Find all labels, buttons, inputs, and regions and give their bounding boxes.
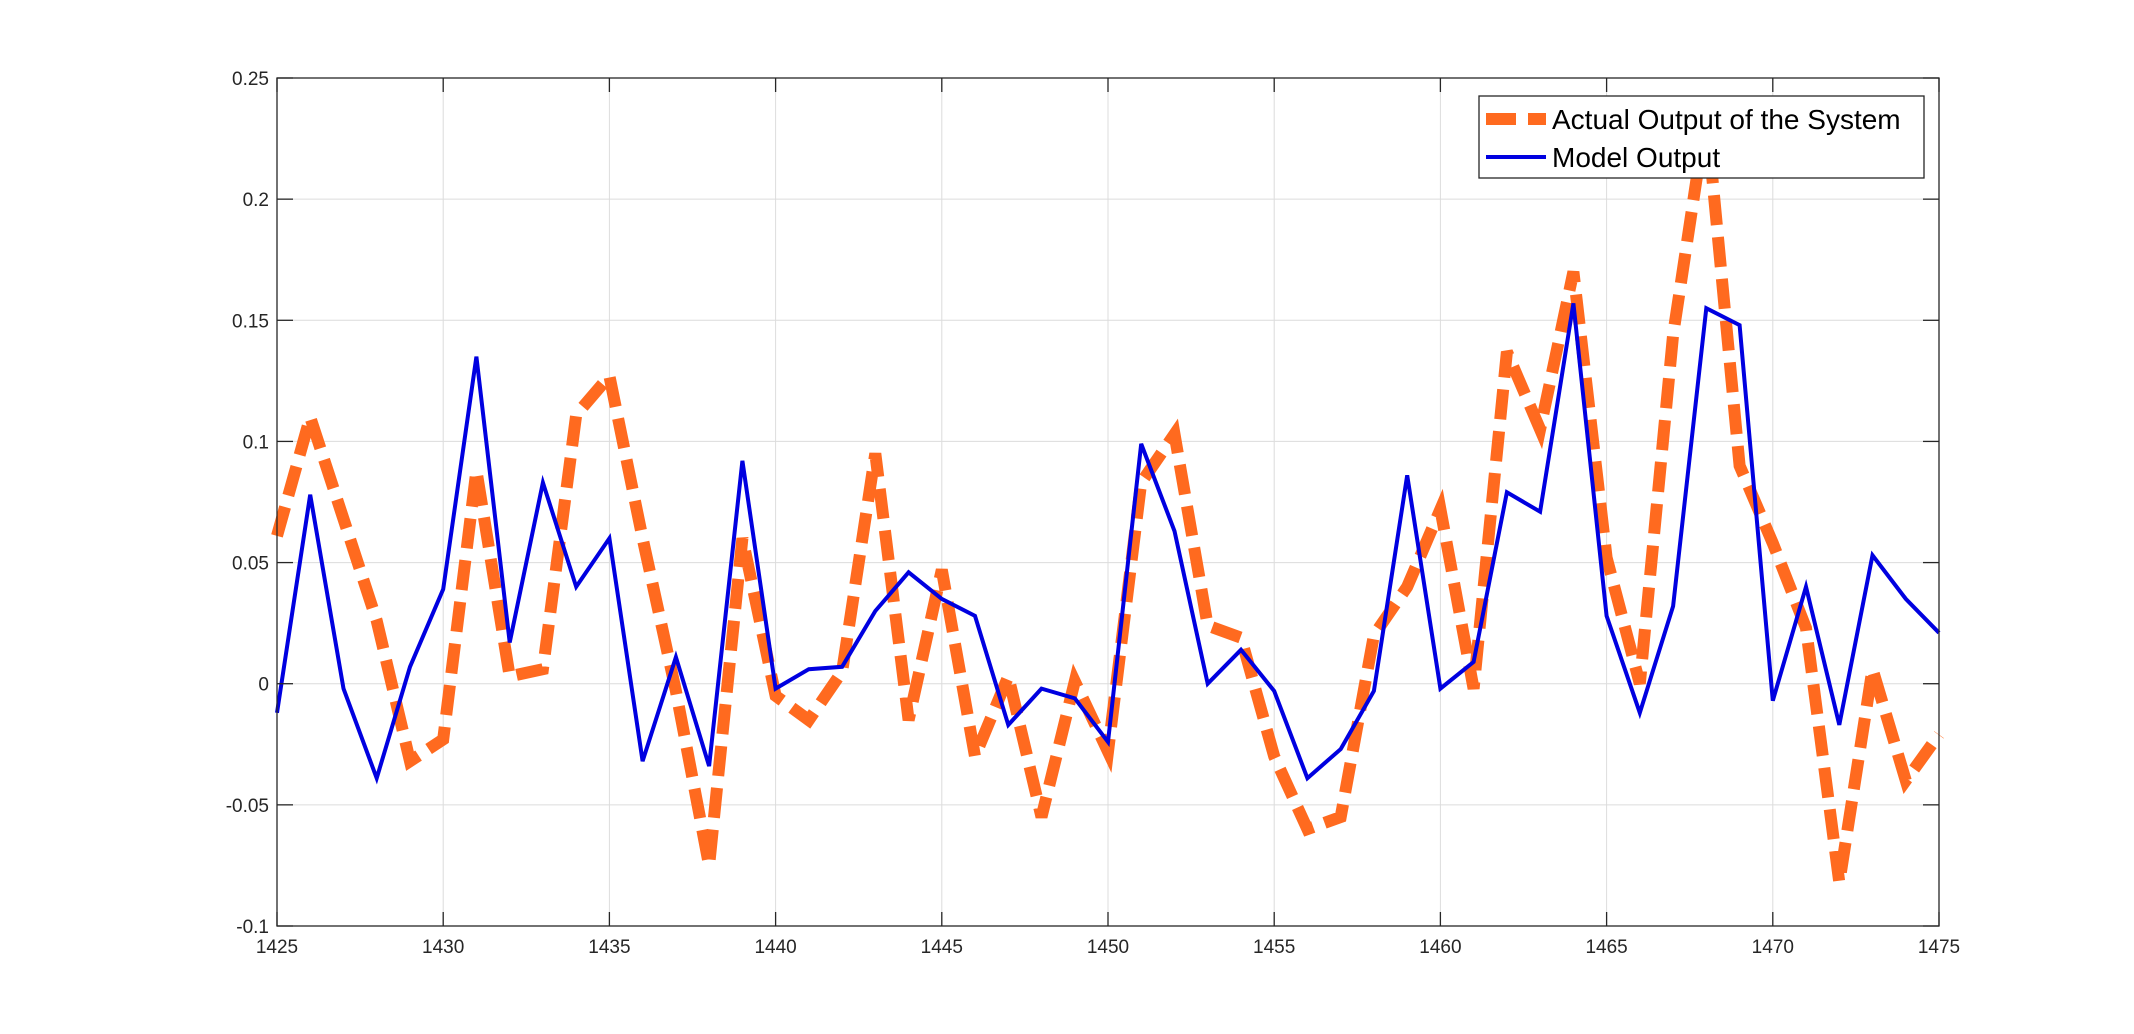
x-tick-label: 1435 [588, 937, 630, 958]
legend-label-model-output: Model Output [1552, 142, 1720, 173]
x-tick-label: 1475 [1918, 937, 1960, 958]
y-tick-label: 0.1 [243, 432, 269, 453]
y-tick-label: 0.25 [232, 69, 269, 90]
y-tick-label: 0.15 [232, 311, 269, 332]
y-tick-label: -0.05 [226, 796, 269, 817]
series-line-model-output [275, 302, 1941, 785]
y-tick-label: -0.1 [236, 917, 269, 938]
axis-ticks: 1425 1430 1435 1440 1445 1450 1455 1460 1465 1470… [226, 69, 1960, 958]
legend-label-actual-output: Actual Output of the System [1552, 104, 1901, 135]
legend: Actual Output of the System Model Output [1478, 95, 1925, 179]
legend-box [1478, 95, 1925, 179]
series-lines [271, 113, 1944, 884]
x-tick-label: 1455 [1253, 937, 1295, 958]
y-tick-label: 0.2 [243, 190, 269, 211]
x-tick-label: 1465 [1585, 937, 1627, 958]
x-tick-label: 1460 [1419, 937, 1461, 958]
x-tick-label: 1425 [256, 937, 298, 958]
x-tick-label: 1445 [921, 937, 963, 958]
x-tick-label: 1470 [1752, 937, 1794, 958]
series-line-actual-output [271, 113, 1944, 884]
x-tick-label: 1450 [1087, 937, 1129, 958]
x-tick-label: 1430 [422, 937, 464, 958]
y-tick-label: 0.05 [232, 554, 269, 575]
y-tick-label: 0 [258, 675, 269, 696]
x-tick-label: 1440 [754, 937, 796, 958]
